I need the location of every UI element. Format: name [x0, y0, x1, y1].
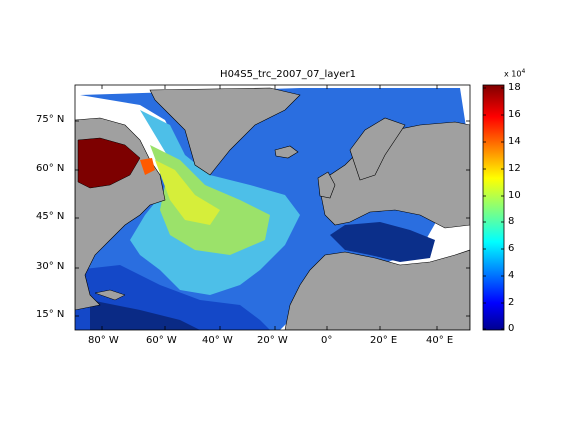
lon-label-60w: 60° W [146, 335, 177, 346]
colorbar-tick-8: 8 [508, 216, 515, 227]
lat-label-75: 75° N [36, 114, 65, 125]
colorbar-tick-16: 16 [508, 109, 521, 120]
lon-label-0: 0° [321, 335, 333, 346]
lat-label-45: 45° N [36, 211, 65, 222]
africa [284, 249, 470, 330]
colorbar-tick-12: 12 [508, 163, 521, 174]
map-frame [74, 84, 471, 331]
colorbar-tick-18: 18 [508, 82, 521, 93]
colorbar-tick-6: 6 [508, 243, 515, 254]
colorbar-multiplier-base: x 10 [504, 69, 522, 79]
colorbar-multiplier: x 104 [504, 68, 525, 79]
colorbar-exponent: 4 [521, 68, 526, 75]
lat-label-30: 30° N [36, 261, 65, 272]
lon-label-40e: 40° E [426, 335, 454, 346]
map-panel [75, 85, 470, 330]
colorbar-tick-2: 2 [508, 297, 515, 308]
lon-tick-marks [101, 85, 438, 330]
british-isles [317, 171, 336, 199]
colorbar-tick-0: 0 [508, 323, 515, 334]
lon-label-80w: 80° W [88, 335, 119, 346]
colorbar-ticks [483, 87, 504, 330]
scandinavia [349, 117, 406, 181]
lat-tick-marks [75, 120, 470, 317]
lon-label-20w: 20° W [257, 335, 288, 346]
colorbar [482, 84, 505, 331]
iceland [274, 145, 299, 159]
colorbar-tick-10: 10 [508, 190, 521, 201]
colorbar-tick-14: 14 [508, 136, 521, 147]
lon-label-20e: 20° E [370, 335, 398, 346]
lat-label-60: 60° N [36, 163, 65, 174]
greenland [149, 87, 301, 176]
colorbar-tick-4: 4 [508, 270, 515, 281]
lat-label-15: 15° N [36, 309, 65, 320]
hudson-bay-saturation [77, 137, 141, 189]
map-title: H04S5_trc_2007_07_layer1 [220, 69, 356, 80]
lon-label-40w: 40° W [202, 335, 233, 346]
